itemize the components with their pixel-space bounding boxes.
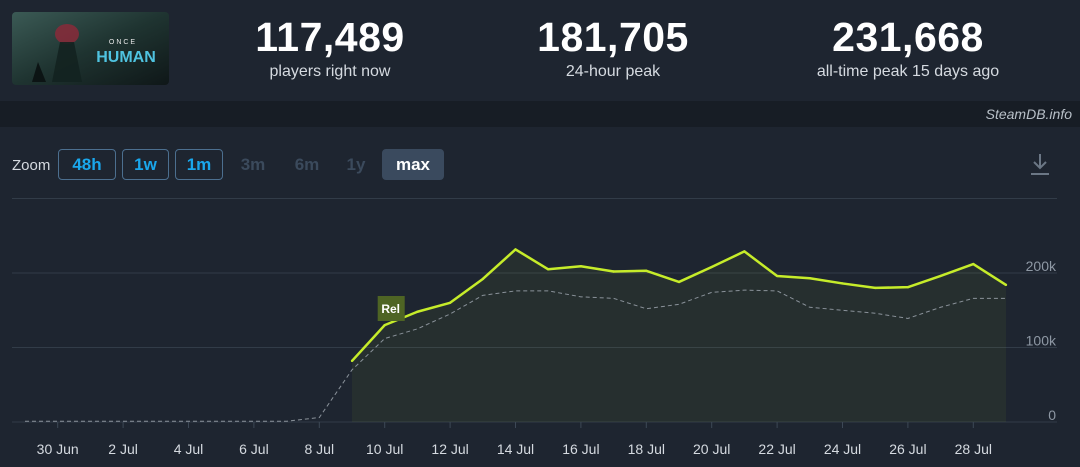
data-point — [350, 359, 354, 363]
series-2-line — [25, 289, 1006, 422]
data-point — [743, 250, 746, 253]
stats-header: ONCE HUMAN 117,489 players right now 181… — [0, 0, 1080, 101]
data-point — [383, 323, 386, 327]
data-point — [775, 274, 779, 278]
zoom-label: Zoom — [12, 157, 51, 174]
x-tick-label: 26 Jul — [889, 441, 926, 457]
logo-line2: HUMAN — [96, 49, 156, 66]
logo-line1: ONCE — [109, 39, 137, 46]
zoom-6m-button: 6m — [294, 155, 320, 174]
game-logo[interactable]: ONCE HUMAN — [12, 12, 169, 85]
x-tick-label: 2 Jul — [108, 441, 138, 457]
data-point — [677, 280, 681, 284]
all-time-peak-value: 231,668 — [832, 14, 984, 60]
data-point — [939, 274, 942, 278]
players-now-label: players right now — [269, 63, 391, 80]
annotation-label: Rel — [381, 302, 400, 316]
zoom-1y-button: 1y — [346, 155, 366, 174]
y-tick-label: 100k — [1026, 333, 1057, 349]
data-point — [579, 265, 583, 268]
separator-strip — [0, 101, 1080, 127]
data-point — [841, 282, 844, 285]
zoom-1m-button[interactable]: 1m — [175, 149, 223, 180]
x-tick-label: 24 Jul — [824, 441, 861, 457]
data-point — [906, 285, 910, 289]
data-point — [416, 310, 419, 313]
x-tick-label: 4 Jul — [174, 441, 204, 457]
data-point — [874, 286, 877, 290]
chart-panel — [0, 127, 1080, 467]
data-point — [481, 277, 484, 281]
zoom-max-button[interactable]: max — [382, 149, 444, 180]
players-now-stat: 117,489 players right now — [205, 14, 455, 82]
x-tick-label: 14 Jul — [497, 441, 534, 457]
players-area — [352, 249, 1006, 422]
all-time-peak-stat: 231,668 all-time peak 15 days ago — [788, 14, 1028, 82]
all-time-peak-label: all-time peak 15 days ago — [816, 63, 1000, 80]
x-tick-label: 22 Jul — [758, 441, 795, 457]
data-point — [972, 262, 975, 266]
x-tick-label: 18 Jul — [628, 441, 665, 457]
x-tick-label: 16 Jul — [562, 441, 599, 457]
zoom-1w-button[interactable]: 1w — [122, 149, 169, 180]
day-peak-stat: 181,705 24-hour peak — [488, 14, 738, 82]
data-point — [514, 248, 517, 251]
zoom-48h-button[interactable]: 48h — [58, 149, 116, 180]
x-tick-label: 8 Jul — [305, 441, 335, 457]
x-tick-label: 20 Jul — [693, 441, 730, 457]
data-point — [645, 269, 648, 272]
zoom-3m-button: 3m — [240, 155, 266, 174]
data-point — [808, 277, 811, 280]
data-point — [547, 268, 550, 271]
x-tick-label: 12 Jul — [431, 441, 468, 457]
y-tick-label: 200k — [1026, 258, 1057, 274]
x-tick-label: 6 Jul — [239, 441, 269, 457]
data-point — [612, 270, 615, 273]
data-point — [710, 265, 713, 269]
download-icon[interactable] — [1027, 151, 1053, 177]
players-now-value: 117,489 — [255, 14, 405, 60]
steamdb-credit[interactable]: SteamDB.info — [985, 106, 1072, 122]
annotation-box — [377, 296, 405, 321]
data-point — [448, 301, 452, 304]
x-tick-label: 10 Jul — [366, 441, 403, 457]
x-tick-label: 28 Jul — [955, 441, 992, 457]
data-point — [1004, 283, 1008, 287]
y-tick-label: 0 — [1048, 407, 1056, 423]
day-peak-label: 24-hour peak — [565, 63, 661, 80]
x-tick-label: 30 Jun — [37, 441, 79, 457]
release-annotation: Rel — [377, 296, 405, 321]
day-peak-value: 181,705 — [537, 14, 689, 60]
